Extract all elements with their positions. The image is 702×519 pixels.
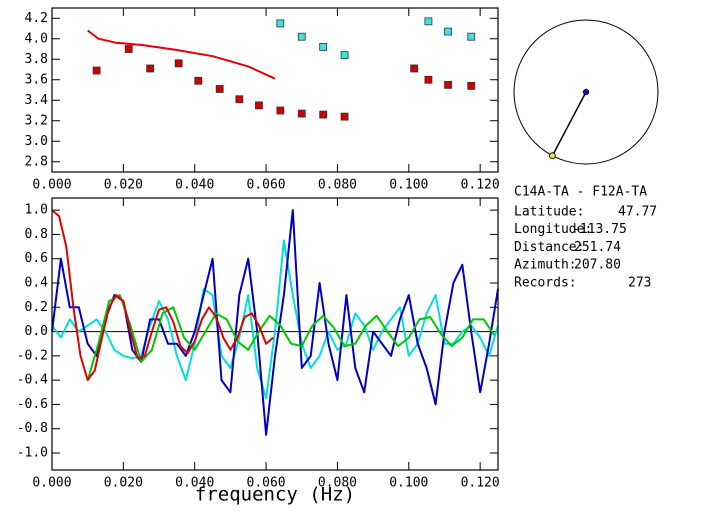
x-tick-label: 0.120 (461, 178, 500, 193)
station-dot (582, 88, 590, 96)
x-tick-label: 0.100 (389, 476, 428, 491)
info-label: Records: (514, 275, 577, 290)
marker (276, 106, 285, 115)
marker (467, 82, 476, 90)
y-tick-label: 3.0 (25, 134, 48, 149)
x-tick-label: 0.120 (461, 476, 500, 491)
plot-frame (51, 197, 499, 471)
line (87, 29, 276, 80)
y-tick-label: -0.4 (17, 373, 48, 388)
x-tick-label: 0.020 (104, 476, 143, 491)
station-pair: C14A-TA - F12A-TA (514, 185, 647, 200)
y-tick-label: 3.2 (25, 113, 48, 128)
x-tick-label: 0.020 (104, 178, 143, 193)
y-tick-label: 0.0 (25, 324, 48, 339)
x-tick-label: 0.040 (175, 178, 214, 193)
y-tick-label: 1.0 (25, 203, 48, 218)
y-tick-label: -0.6 (17, 397, 48, 412)
x-tick-label: 0.000 (32, 476, 71, 491)
info-value: 207.80 (574, 258, 621, 273)
info-label: Longitude: (514, 222, 592, 237)
info-value: 273 (628, 275, 651, 290)
azimuth-circle (513, 19, 659, 165)
line (51, 239, 499, 400)
line (86, 294, 496, 381)
x-tick-label: 0.060 (247, 178, 286, 193)
x-tick-label: 0.100 (389, 178, 428, 193)
y-tick-label: 3.4 (25, 93, 49, 108)
marker (194, 76, 203, 85)
y-tick-label: 0.4 (25, 276, 49, 291)
marker (146, 64, 155, 73)
x-axis-label: frequency (Hz) (195, 484, 355, 506)
y-tick-label: -0.8 (17, 421, 48, 436)
marker (255, 101, 263, 110)
y-tick-label: 4.0 (25, 31, 48, 46)
x-tick-label: 0.000 (32, 178, 71, 193)
y-tick-label: -0.2 (17, 348, 48, 363)
x-tick-label: 0.080 (318, 476, 357, 491)
marker (297, 109, 306, 118)
info-value: -113.75 (572, 222, 627, 237)
marker (92, 66, 101, 75)
y-tick-label: 0.6 (25, 251, 48, 266)
marker (424, 17, 433, 26)
x-tick-label: 0.040 (175, 476, 214, 491)
info-label: Latitude: (514, 205, 584, 220)
marker (410, 64, 419, 73)
y-tick-label: 3.8 (25, 52, 48, 67)
marker (340, 112, 349, 121)
source-dot (549, 152, 556, 160)
marker (424, 75, 433, 84)
info-label: Azimuth: (514, 258, 577, 273)
y-tick-label: 0.8 (25, 227, 48, 242)
line (51, 209, 274, 382)
y-tick-label: 2.8 (25, 154, 48, 169)
y-tick-label: 0.2 (25, 300, 48, 315)
marker (444, 27, 452, 36)
marker (319, 43, 328, 51)
marker (297, 32, 306, 41)
x-tick-label: 0.060 (247, 476, 286, 491)
marker (276, 19, 285, 28)
marker (235, 95, 244, 104)
marker (319, 110, 328, 119)
info-value: 47.77 (618, 205, 657, 220)
info-value: 251.74 (574, 240, 621, 255)
marker (340, 51, 349, 60)
marker (215, 85, 224, 93)
y-tick-label: 3.6 (25, 72, 48, 87)
azimuth-line (551, 91, 587, 157)
marker (124, 45, 133, 53)
marker (467, 32, 476, 41)
info-label: Distance: (514, 240, 584, 255)
x-tick-label: 0.080 (318, 178, 357, 193)
marker (444, 80, 452, 89)
plot-frame (51, 7, 499, 173)
marker (174, 59, 183, 68)
y-tick-label: 4.2 (25, 11, 48, 26)
y-tick-label: -1.0 (17, 446, 48, 461)
